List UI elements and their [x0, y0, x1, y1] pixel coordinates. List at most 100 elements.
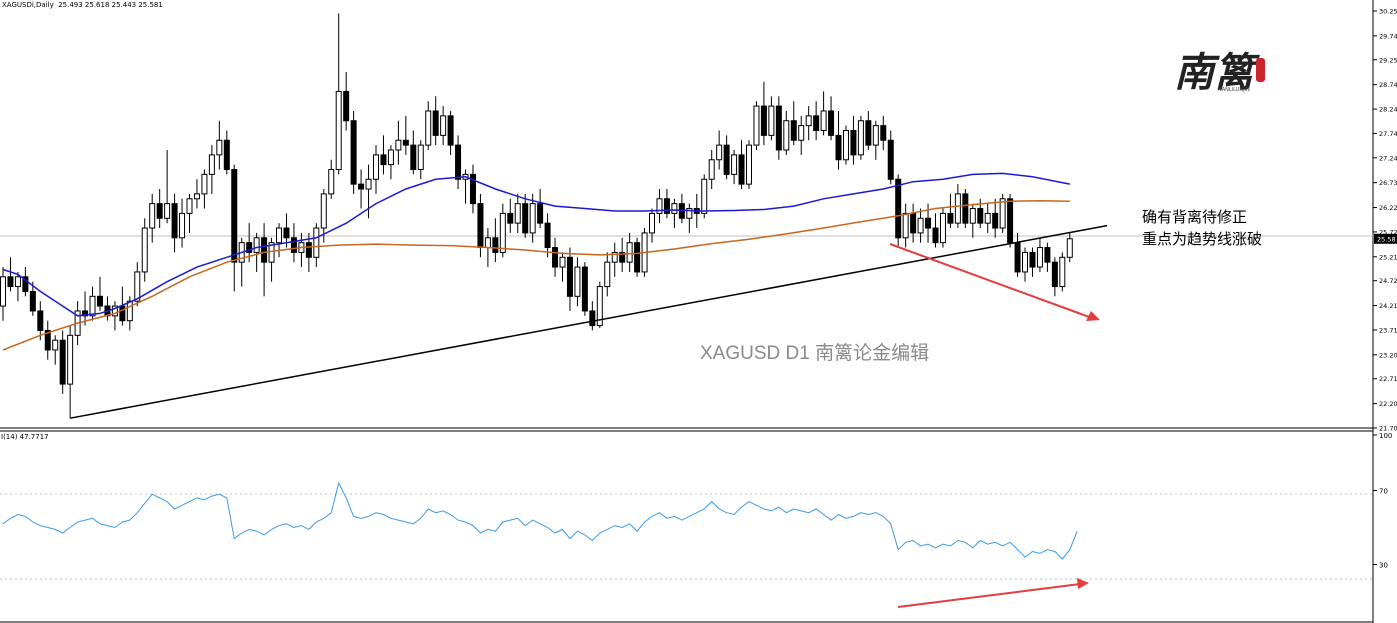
candle-bear: [1051, 261, 1058, 288]
candle-bear: [895, 178, 902, 239]
rsi-line: [2, 481, 1078, 560]
rsi-tick-label: 30: [1379, 562, 1388, 570]
candle-bull: [52, 339, 59, 351]
candle-bear: [634, 242, 641, 273]
logo-stamp: [1256, 58, 1265, 82]
brand-logo: 南篱 NANLILUNJIN: [1172, 40, 1272, 100]
candle-bull: [805, 115, 812, 127]
current-price-tag: [1374, 233, 1397, 244]
candle-bear: [171, 203, 178, 239]
ma-fast-line: [2, 172, 1070, 317]
candle-bear: [432, 110, 439, 136]
candle-bull: [529, 203, 536, 234]
candle-bear: [82, 310, 89, 317]
candle-bear: [231, 169, 238, 263]
candle-bear: [775, 105, 782, 151]
candle-bull: [731, 154, 738, 175]
candle-bull: [14, 276, 21, 288]
candle-bull: [596, 286, 603, 327]
candle-bull: [1022, 251, 1029, 273]
candle-bear: [910, 212, 917, 234]
candle-bear: [22, 276, 29, 292]
candle-bull: [134, 271, 141, 302]
candle-bear: [581, 266, 588, 312]
candle-bear: [828, 110, 835, 136]
candle-bull: [164, 203, 171, 219]
candle-bull: [208, 154, 215, 175]
candle-bear: [455, 144, 462, 180]
candle-bull: [276, 227, 283, 244]
candle-bull: [798, 125, 805, 141]
candle-bear: [537, 203, 544, 224]
candle-bull: [716, 144, 723, 161]
candle-bear: [977, 208, 984, 224]
logo-brand-text: 南篱: [1174, 49, 1260, 96]
candle-bear: [358, 183, 365, 190]
candle-bear: [7, 276, 14, 288]
candle-bull: [656, 198, 663, 214]
candle-bear: [992, 212, 999, 229]
candle-bull: [649, 212, 656, 234]
price-tick-label: 24.21: [1379, 302, 1397, 310]
candle-bull: [499, 212, 506, 253]
candle-bear: [350, 120, 357, 185]
candle-bull: [111, 305, 118, 317]
candle-bear: [880, 125, 887, 141]
candle-bull: [902, 212, 909, 239]
price-tick-label: 26.22: [1379, 204, 1397, 212]
candle-bull: [328, 169, 335, 195]
candle-bull: [969, 208, 976, 224]
candle-bull: [1066, 238, 1073, 258]
candle-bull: [984, 212, 991, 224]
candle-bull: [559, 256, 566, 268]
price-tick-label: 24.72: [1379, 277, 1397, 285]
trend-line: [69, 224, 1108, 419]
candle-bull: [671, 203, 678, 214]
candle-bull: [917, 217, 924, 234]
rsi-tick-label: 70: [1379, 488, 1388, 496]
candle-bull: [753, 105, 760, 146]
candle-bear: [223, 139, 230, 171]
candle-bull: [842, 129, 849, 161]
candle-bull: [686, 208, 693, 219]
candle-bear: [544, 222, 551, 249]
candle-bear: [962, 193, 969, 224]
candle-bear: [96, 295, 103, 307]
candle-bull: [1036, 247, 1043, 268]
candle-bear: [723, 144, 730, 175]
candle-bull: [604, 261, 611, 288]
candle-bull: [320, 193, 327, 229]
candle-bull: [701, 178, 708, 214]
candle-bear: [492, 237, 499, 253]
candle-bear: [447, 115, 454, 146]
candle-bull: [1059, 256, 1066, 288]
candle-bull: [395, 139, 402, 151]
candle-bull: [857, 120, 864, 156]
current-price-label: 25.58: [1377, 235, 1396, 243]
candle-bull: [574, 266, 581, 297]
candle-bull: [193, 193, 200, 200]
candle-bear: [887, 139, 894, 180]
candle-bear: [343, 90, 350, 122]
candle-bear: [663, 198, 670, 214]
candle-bear: [477, 203, 484, 249]
candle-bull: [149, 203, 156, 229]
rsi-divergence-arrow: [897, 578, 1089, 608]
price-tick-label: 23.20: [1379, 351, 1397, 359]
candle-bear: [156, 203, 163, 219]
price-tick-label: 29.74: [1379, 32, 1397, 40]
price-tick-label: 23.71: [1379, 326, 1397, 334]
candle-bull: [253, 237, 260, 253]
candle-bull: [872, 125, 879, 146]
annotation-line-2: 重点为趋势线涨破: [1142, 230, 1262, 248]
price-tick-label: 22.20: [1379, 400, 1397, 408]
candle-bear: [410, 144, 417, 171]
price-tick-label: 26.73: [1379, 179, 1397, 187]
candle-bear: [552, 247, 559, 268]
candle-bear: [246, 242, 253, 253]
price-tick-label: 28.24: [1379, 106, 1397, 114]
candle-bull: [313, 227, 320, 258]
brand-seal-icon: 南篱 NANLILUNJIN: [1174, 49, 1265, 96]
candle-bull: [201, 173, 208, 195]
candle-bear: [507, 212, 514, 224]
